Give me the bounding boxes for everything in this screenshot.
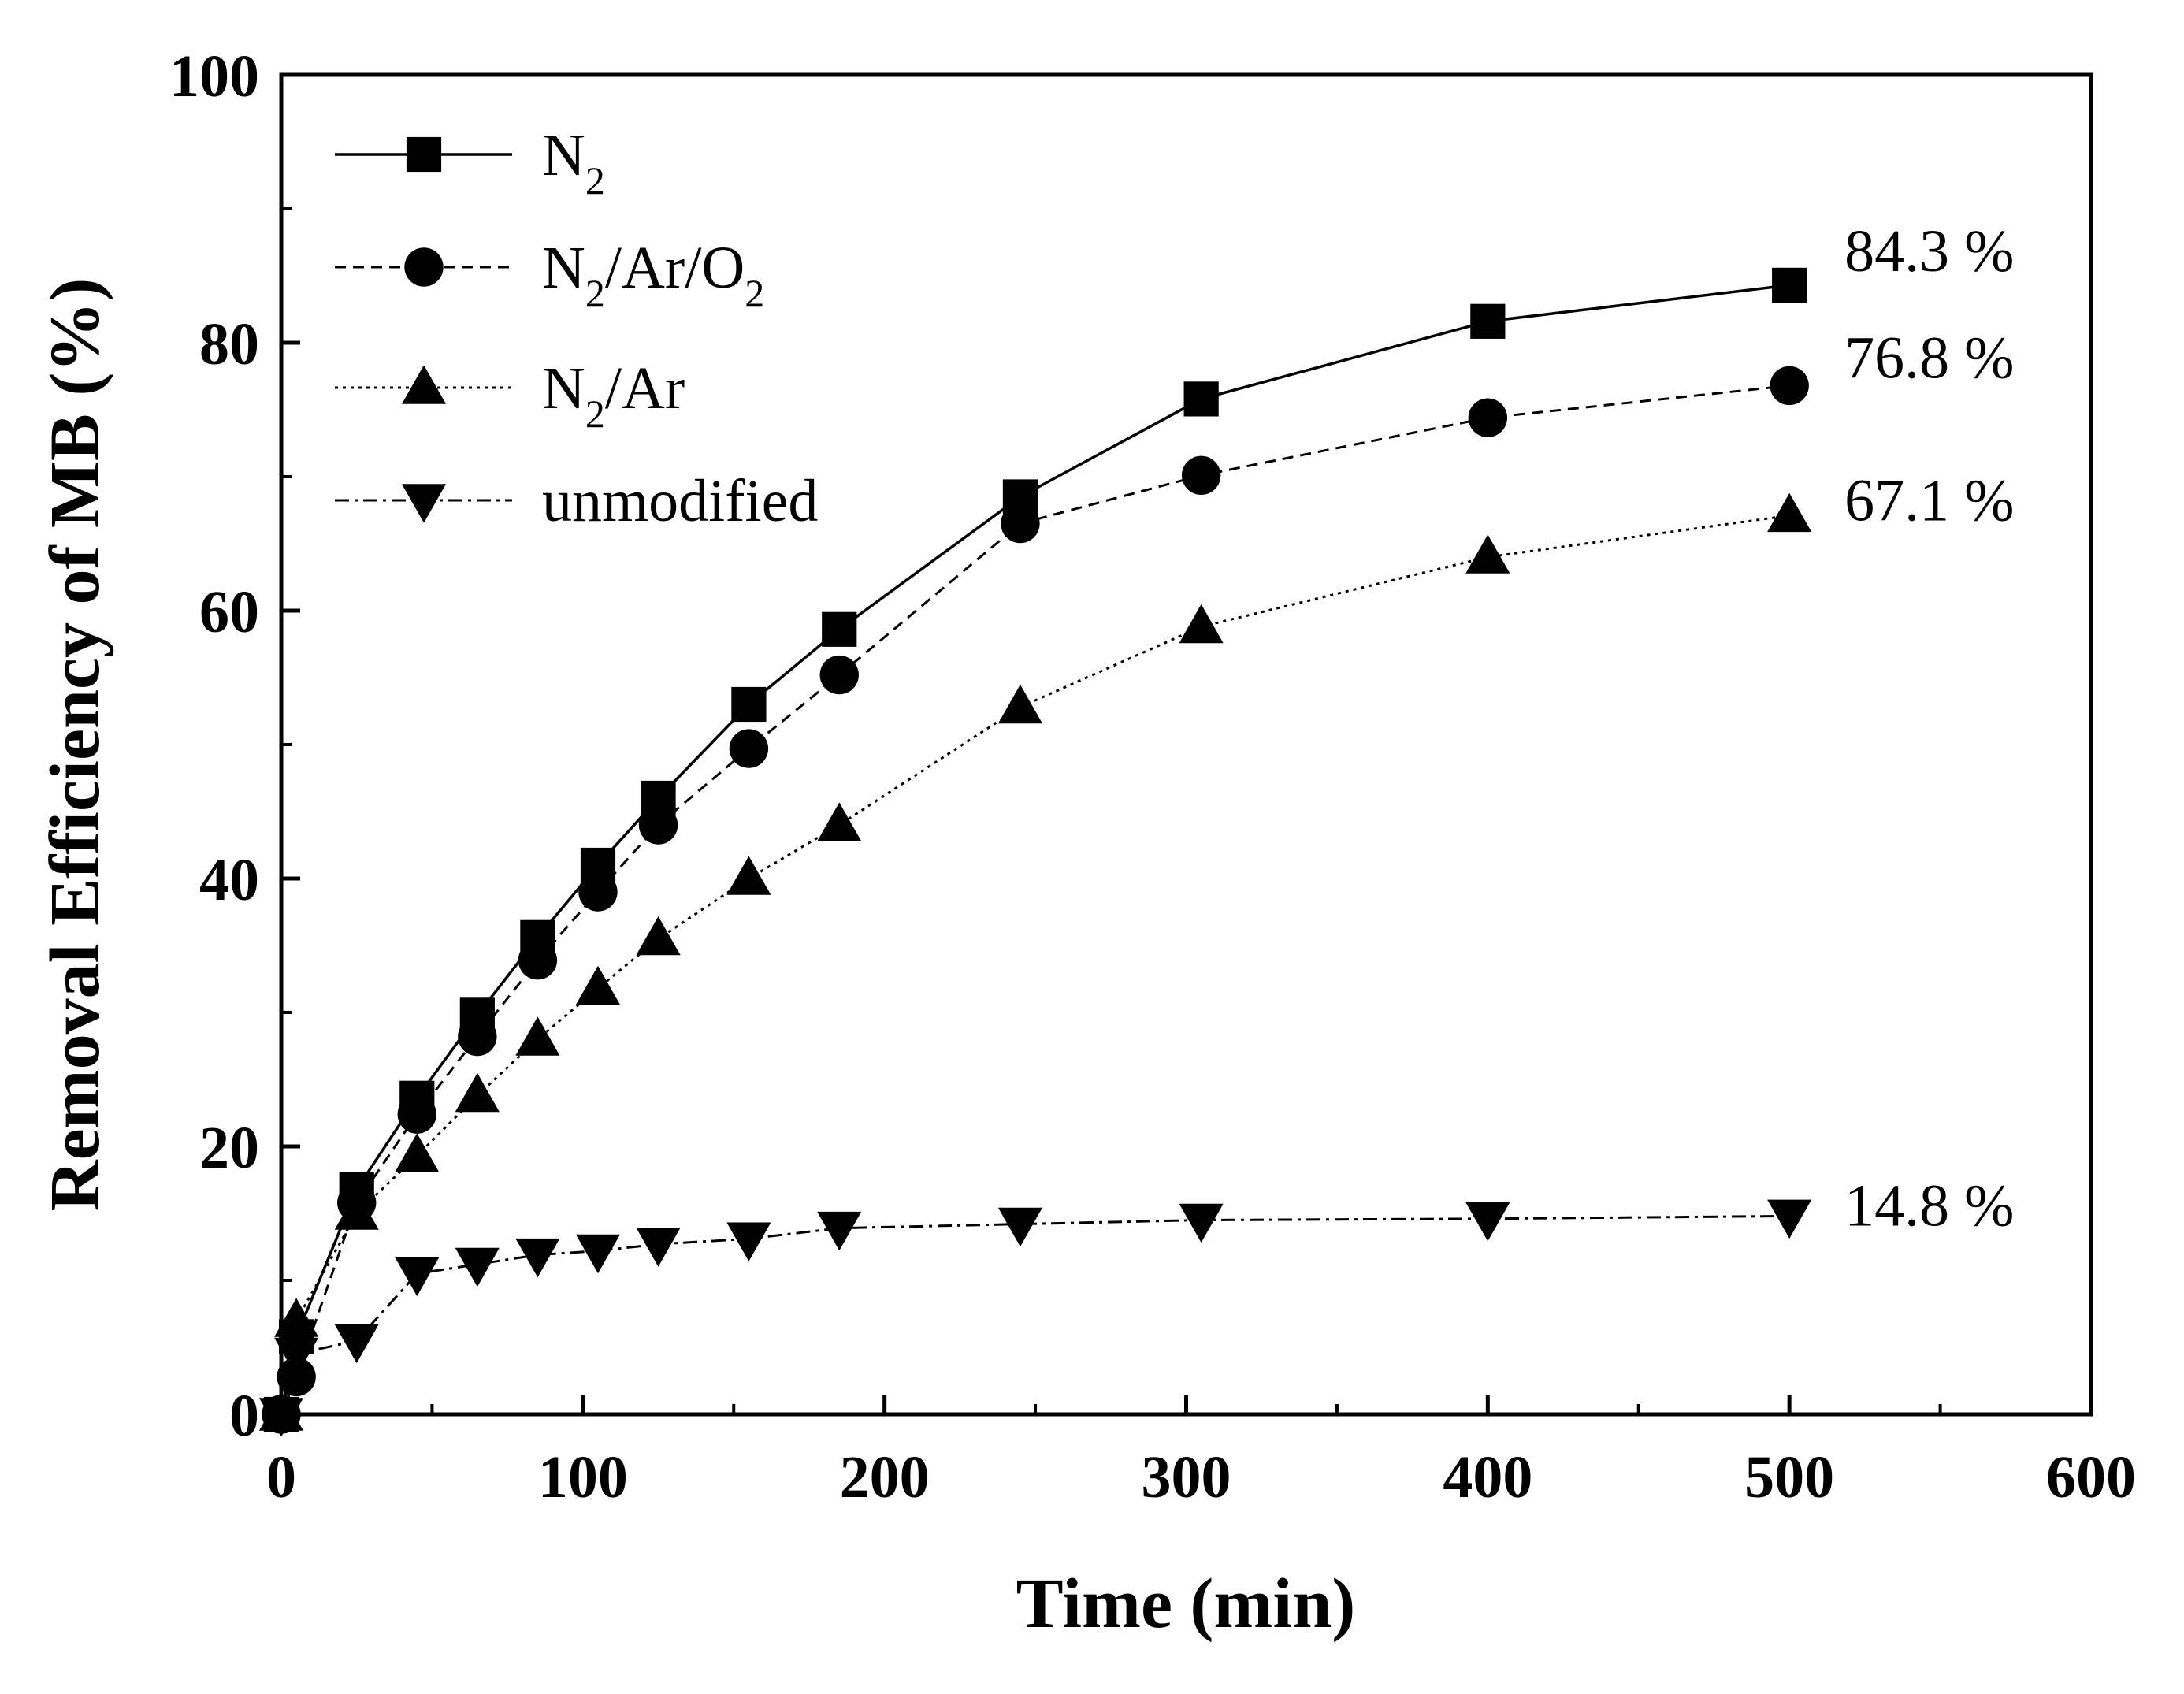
data-point [1468,398,1508,437]
y-tick-label: 0 [229,1383,259,1449]
legend-item: unmodified [335,468,818,534]
legend-label: unmodified [542,468,818,534]
data-point [455,1247,500,1287]
legend-label-text: N [542,235,585,301]
legend-item: N2/Ar [335,355,685,436]
data-point [997,684,1043,724]
legend-marker [406,136,442,173]
data-point [726,1222,771,1261]
legend-marker [401,484,447,523]
series-0 [263,267,1807,1432]
data-point [636,1228,681,1267]
legend-label-text: /Ar/O [605,235,745,301]
data-point [274,1337,319,1377]
x-tick-label: 500 [1744,1444,1834,1510]
data-point [1465,534,1510,574]
data-point [575,1234,621,1274]
data-point [277,1357,316,1397]
x-tick-label: 300 [1142,1444,1231,1510]
legend-label-subscript: 2 [585,392,605,436]
legend-label-text: N [542,355,585,422]
data-point [395,1257,440,1297]
data-point [1181,455,1221,495]
legend-label-subscript: 2 [745,271,764,315]
end-value-label: 14.8 % [1844,1172,2014,1239]
legend-label: N2/Ar [542,355,685,436]
end-labels: 84.3 % 76.8 % 67.1 % 14.8 % [1844,218,2014,1239]
y-tick-label: 20 [199,1115,259,1181]
end-value-label: 67.1 % [1844,467,2014,533]
legend-marker [401,365,447,404]
data-point [578,872,618,912]
x-tick-label: 600 [2046,1444,2136,1510]
data-point [397,1094,436,1134]
y-tick-label: 100 [169,43,259,110]
data-point [258,1398,304,1437]
data-point [1001,503,1040,544]
data-point [1767,492,1812,533]
legend-label: N2/Ar/O2 [542,235,764,315]
series-2 [258,492,1812,1431]
data-point [1179,1203,1224,1243]
legend-label-subscript: 2 [585,158,605,202]
data-point [515,1016,560,1056]
data-point [575,965,621,1005]
data-point [731,686,767,723]
data-point [274,1298,319,1337]
legend-item: N2/Ar/O2 [335,235,764,315]
legend-label-text: /Ar [605,355,685,422]
y-tick-label: 80 [199,311,259,377]
y-tick-label: 60 [199,579,259,645]
series-line [280,514,1790,1415]
data-point [636,916,681,956]
legend-item: N2 [335,122,605,202]
legend-marker [404,247,444,287]
end-value-label: 76.8 % [1844,325,2014,391]
series-3 [258,1199,1812,1437]
series-layer [258,267,1812,1437]
data-point [455,1072,500,1113]
data-point [1772,267,1807,303]
legend-label: N2 [542,122,605,202]
series-line [280,1214,1790,1415]
data-point [334,1191,379,1230]
x-axis-title: Time (min) [1016,1565,1356,1643]
data-point [1470,303,1506,339]
legend-label-text: N [542,122,585,188]
data-point [729,729,769,768]
data-point [817,802,862,841]
data-point [819,655,859,695]
data-point [458,1016,497,1057]
y-axis-title: Removal Efficiency of MB (%) [36,278,114,1212]
data-point [395,1133,440,1172]
data-point [1767,1199,1812,1239]
series-1 [262,366,1809,1434]
data-point [638,805,678,845]
y-axis: 0 20 40 60 80 100 [169,43,300,1449]
data-point [518,941,558,980]
data-point [726,856,771,895]
x-axis: 0 100 200 300 400 500 600 [266,1395,2136,1510]
data-point [1465,1202,1510,1242]
x-tick-label: 200 [840,1444,930,1510]
x-tick-label: 400 [1443,1444,1532,1510]
data-point [1179,604,1224,644]
data-point [1770,366,1809,406]
data-point [817,1211,862,1251]
series-line [280,284,1790,1415]
legend-label-subscript: 2 [585,271,605,315]
legend-label-text: unmodified [542,468,818,534]
x-tick-label: 100 [538,1444,628,1510]
x-tick-label: 0 [266,1444,296,1510]
data-point [515,1238,560,1278]
y-tick-label: 40 [199,847,259,913]
data-point [822,611,857,647]
data-point [1183,381,1219,417]
data-point [997,1207,1043,1247]
data-point [334,1324,379,1364]
end-value-label: 84.3 % [1844,218,2014,284]
